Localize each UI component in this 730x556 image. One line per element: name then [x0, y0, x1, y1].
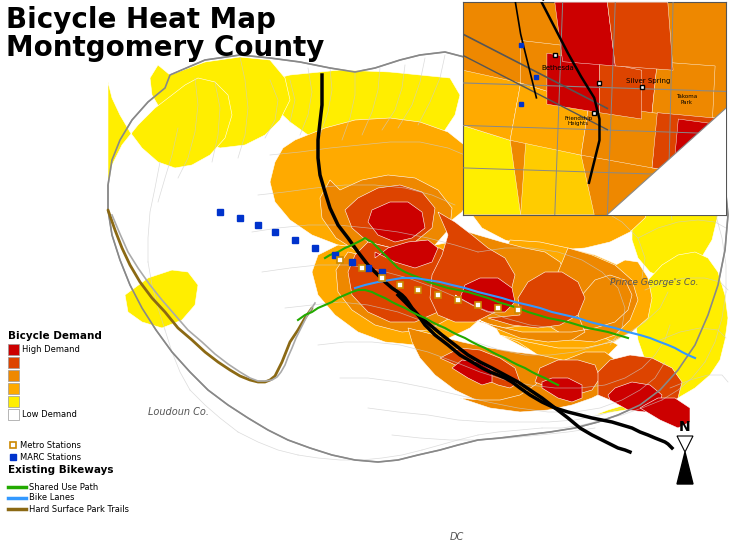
Polygon shape	[488, 240, 642, 355]
Polygon shape	[652, 62, 715, 119]
Polygon shape	[652, 113, 726, 176]
Polygon shape	[542, 248, 638, 342]
Polygon shape	[581, 104, 660, 168]
Polygon shape	[440, 348, 520, 388]
Text: Friendship
Heights: Friendship Heights	[564, 116, 593, 126]
Polygon shape	[542, 378, 582, 402]
Polygon shape	[320, 175, 452, 258]
Polygon shape	[488, 272, 585, 328]
Polygon shape	[375, 240, 438, 268]
Polygon shape	[430, 212, 515, 322]
Text: N: N	[679, 420, 691, 434]
Polygon shape	[312, 240, 500, 345]
Polygon shape	[368, 202, 425, 242]
Polygon shape	[599, 62, 642, 119]
Text: Shared Use Path: Shared Use Path	[29, 483, 99, 492]
Polygon shape	[652, 113, 726, 176]
Polygon shape	[589, 49, 657, 113]
Text: Bicycle Demand: Bicycle Demand	[8, 331, 102, 341]
Text: Bethesda: Bethesda	[542, 65, 575, 71]
Polygon shape	[547, 53, 599, 113]
Text: Takoma
Park: Takoma Park	[675, 95, 697, 105]
Polygon shape	[150, 57, 290, 148]
Text: Low Demand: Low Demand	[22, 410, 77, 419]
Polygon shape	[632, 95, 720, 280]
FancyBboxPatch shape	[8, 409, 19, 420]
Polygon shape	[677, 436, 693, 452]
Polygon shape	[465, 275, 632, 342]
Polygon shape	[468, 150, 652, 250]
Polygon shape	[408, 328, 578, 408]
Polygon shape	[520, 140, 594, 215]
Polygon shape	[607, 108, 726, 215]
Polygon shape	[108, 52, 728, 462]
Polygon shape	[460, 352, 618, 412]
Polygon shape	[500, 260, 652, 362]
Polygon shape	[108, 78, 232, 185]
Text: High Demand: High Demand	[22, 345, 80, 354]
Text: Silver Spring: Silver Spring	[626, 78, 670, 84]
Polygon shape	[677, 452, 693, 484]
Text: DC: DC	[450, 532, 464, 542]
Polygon shape	[455, 278, 515, 312]
Polygon shape	[607, 2, 673, 70]
FancyBboxPatch shape	[8, 370, 19, 381]
Text: Bike Lanes: Bike Lanes	[29, 494, 74, 503]
Polygon shape	[270, 118, 478, 250]
FancyBboxPatch shape	[8, 396, 19, 407]
Text: Inside the Beltway: Inside the Beltway	[463, 0, 547, 2]
Polygon shape	[452, 360, 492, 385]
Polygon shape	[125, 270, 198, 328]
Polygon shape	[463, 2, 726, 215]
Polygon shape	[555, 2, 615, 66]
Polygon shape	[598, 355, 682, 410]
Polygon shape	[595, 252, 728, 415]
Polygon shape	[520, 41, 594, 104]
Polygon shape	[673, 119, 726, 183]
Polygon shape	[336, 252, 468, 332]
Text: Metro Stations: Metro Stations	[20, 440, 81, 449]
Polygon shape	[510, 83, 589, 155]
FancyBboxPatch shape	[8, 357, 19, 368]
FancyBboxPatch shape	[8, 344, 19, 355]
FancyBboxPatch shape	[8, 383, 19, 394]
Text: Montgomery County: Montgomery County	[6, 34, 324, 62]
Polygon shape	[345, 185, 435, 248]
Text: Bicycle Heat Map: Bicycle Heat Map	[6, 6, 276, 34]
Polygon shape	[640, 398, 690, 428]
Text: Hard Surface Park Trails: Hard Surface Park Trails	[29, 504, 129, 514]
Polygon shape	[348, 242, 462, 322]
Polygon shape	[463, 126, 520, 215]
Polygon shape	[268, 70, 460, 160]
Text: MARC Stations: MARC Stations	[20, 453, 81, 461]
Text: Loudoun Co.: Loudoun Co.	[148, 407, 209, 417]
Polygon shape	[455, 228, 568, 328]
Text: Existing Bikeways: Existing Bikeways	[8, 465, 113, 475]
Polygon shape	[608, 382, 662, 412]
Polygon shape	[535, 360, 600, 395]
Polygon shape	[463, 70, 520, 140]
Text: Prince George's Co.: Prince George's Co.	[610, 278, 699, 287]
